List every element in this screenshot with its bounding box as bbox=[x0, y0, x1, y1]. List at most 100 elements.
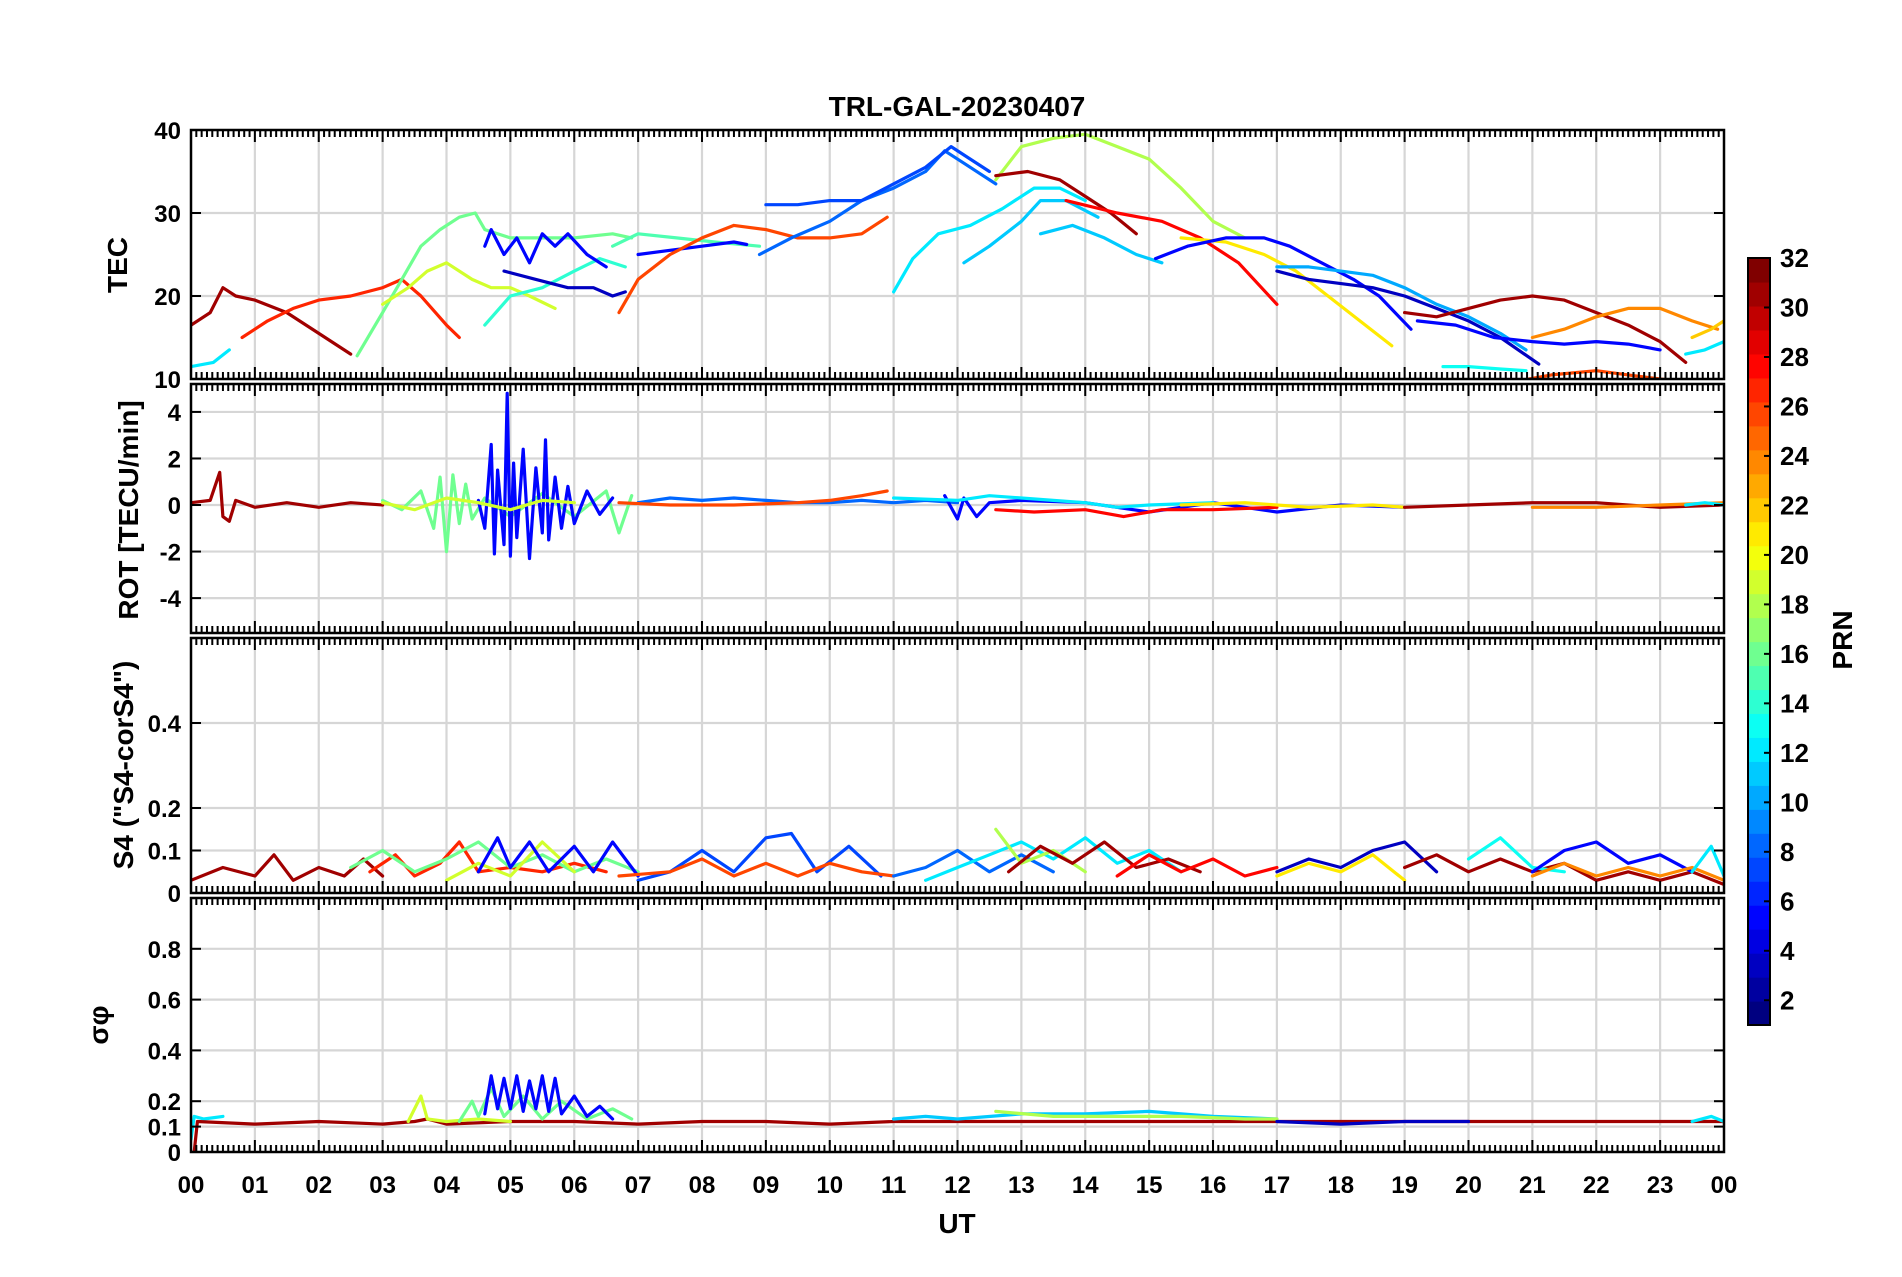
colorbar-tick-label: 4 bbox=[1780, 936, 1795, 966]
x-tick-label: 00 bbox=[1711, 1172, 1738, 1199]
x-tick-label: 16 bbox=[1200, 1172, 1227, 1199]
series-line-prn-12 bbox=[892, 494, 1215, 509]
series-line-prn-5 bbox=[476, 391, 615, 561]
colorbar-segment bbox=[1748, 353, 1770, 379]
series-line-prn-19 bbox=[406, 1094, 512, 1124]
x-tick-label: 20 bbox=[1455, 1172, 1482, 1199]
series-line-prn-31 bbox=[191, 286, 353, 356]
x-tick-label: 12 bbox=[944, 1172, 971, 1199]
series-line-prn-12 bbox=[1684, 340, 1724, 356]
chart-title: TRL-GAL-20230407 bbox=[829, 91, 1086, 122]
colorbar-segment bbox=[1748, 857, 1770, 882]
series-line-prn-3 bbox=[1275, 1119, 1471, 1126]
colorbar-frame bbox=[1747, 257, 1771, 1026]
series-line-prn-31 bbox=[1403, 294, 1688, 364]
series-line-prn-26 bbox=[617, 857, 896, 878]
series-line-prn-28 bbox=[994, 505, 1279, 519]
series-line-prn-31 bbox=[1403, 853, 1724, 887]
series-line-prn-22 bbox=[1690, 319, 1724, 340]
series-line-prn-10 bbox=[1275, 265, 1528, 352]
y-tick-label: 0 bbox=[168, 493, 181, 520]
series-line-prn-16 bbox=[457, 1086, 634, 1124]
y-tick-label: 20 bbox=[154, 284, 181, 311]
colorbar-segment bbox=[1748, 377, 1770, 403]
series-line-prn-16 bbox=[381, 473, 634, 554]
series-line-prn-5 bbox=[1153, 236, 1413, 331]
series-line-prn-21 bbox=[1179, 501, 1407, 509]
x-tick-label: 13 bbox=[1008, 1172, 1035, 1199]
colorbar-tick-label: 12 bbox=[1780, 738, 1809, 768]
x-tick-label: 22 bbox=[1583, 1172, 1610, 1199]
x-tick-label: 17 bbox=[1264, 1172, 1291, 1199]
colorbar-segment bbox=[1748, 473, 1770, 499]
x-tick-label: 09 bbox=[753, 1172, 780, 1199]
x-tick-label: 07 bbox=[625, 1172, 652, 1199]
y-axis-label-rot: ROT [TECU/min] bbox=[113, 400, 144, 619]
colorbar-segment bbox=[1748, 521, 1770, 547]
y-tick-label: 0.8 bbox=[148, 937, 181, 964]
x-tick-label: 06 bbox=[561, 1172, 588, 1199]
series-line-prn-28 bbox=[1115, 853, 1279, 878]
colorbar-segment bbox=[1748, 569, 1770, 595]
colorbar-segment bbox=[1748, 713, 1770, 738]
series-line-prn-16 bbox=[355, 211, 634, 358]
colorbar-segment bbox=[1748, 689, 1770, 715]
colorbar-segment bbox=[1748, 665, 1770, 691]
colorbar-segment bbox=[1748, 977, 1770, 1002]
colorbar-label: PRN bbox=[1827, 610, 1858, 669]
series-line-prn-31 bbox=[191, 470, 385, 523]
series-line-prn-7 bbox=[636, 831, 883, 882]
y-tick-label: 4 bbox=[168, 400, 182, 427]
y-tick-label: 0.6 bbox=[148, 988, 181, 1015]
series-line-prn-15 bbox=[611, 232, 762, 248]
colorbar-segment bbox=[1748, 785, 1770, 810]
colorbar-segment bbox=[1748, 737, 1770, 762]
series-line-prn-12 bbox=[1690, 1114, 1724, 1124]
colorbar-segment bbox=[1748, 905, 1770, 930]
x-tick-label: 04 bbox=[433, 1172, 460, 1199]
x-tick-label: 18 bbox=[1327, 1172, 1354, 1199]
colorbar-tick-label: 20 bbox=[1780, 540, 1809, 570]
x-tick-label: 21 bbox=[1519, 1172, 1546, 1199]
colorbar-segment bbox=[1748, 929, 1770, 954]
y-tick-label: 0.2 bbox=[148, 1089, 181, 1116]
y-tick-label: 10 bbox=[154, 367, 181, 394]
x-tick-label: 00 bbox=[178, 1172, 205, 1199]
colorbar-tick-label: 14 bbox=[1780, 688, 1809, 718]
series-line-prn-19 bbox=[444, 840, 576, 882]
series-line-prn-5 bbox=[1530, 840, 1694, 874]
colorbar-segment bbox=[1748, 617, 1770, 643]
series-line-prn-31 bbox=[1403, 501, 1724, 509]
y-tick-label: 0.1 bbox=[148, 839, 181, 866]
y-tick-label: 0.2 bbox=[148, 796, 181, 823]
x-tick-label: 05 bbox=[497, 1172, 524, 1199]
y-tick-label: 0.4 bbox=[148, 711, 182, 738]
colorbar-tick-label: 6 bbox=[1780, 886, 1794, 916]
x-tick-label: 02 bbox=[305, 1172, 332, 1199]
colorbar-tick-label: 22 bbox=[1780, 490, 1809, 520]
y-tick-label: 0 bbox=[168, 1140, 181, 1167]
series-line-prn-11 bbox=[1038, 223, 1164, 265]
colorbar-segment bbox=[1748, 761, 1770, 786]
colorbar-segment bbox=[1748, 833, 1770, 858]
y-axis-label-tec: TEC bbox=[102, 237, 133, 293]
series-line-prn-24 bbox=[1530, 306, 1720, 340]
series-line-prn-31 bbox=[994, 169, 1138, 236]
series-line-prn-26 bbox=[617, 215, 889, 315]
y-tick-label: 30 bbox=[154, 201, 181, 228]
series-line-prn-5 bbox=[1415, 319, 1662, 352]
colorbar-tick-label: 26 bbox=[1780, 391, 1809, 421]
series-line-prn-3 bbox=[1275, 269, 1541, 366]
colorbar-segment bbox=[1748, 809, 1770, 834]
x-tick-label: 19 bbox=[1391, 1172, 1418, 1199]
colorbar-tick-label: 32 bbox=[1780, 243, 1809, 273]
series-line-prn-3 bbox=[1275, 840, 1439, 874]
colorbar-tick-label: 2 bbox=[1780, 985, 1794, 1015]
series-line-prn-12 bbox=[924, 836, 1183, 882]
y-tick-label: -2 bbox=[160, 540, 181, 567]
series-line-prn-19 bbox=[381, 496, 576, 512]
series-line-prn-5 bbox=[636, 240, 749, 257]
colorbar-segment bbox=[1748, 281, 1770, 307]
series-line-prn-12 bbox=[191, 348, 231, 369]
